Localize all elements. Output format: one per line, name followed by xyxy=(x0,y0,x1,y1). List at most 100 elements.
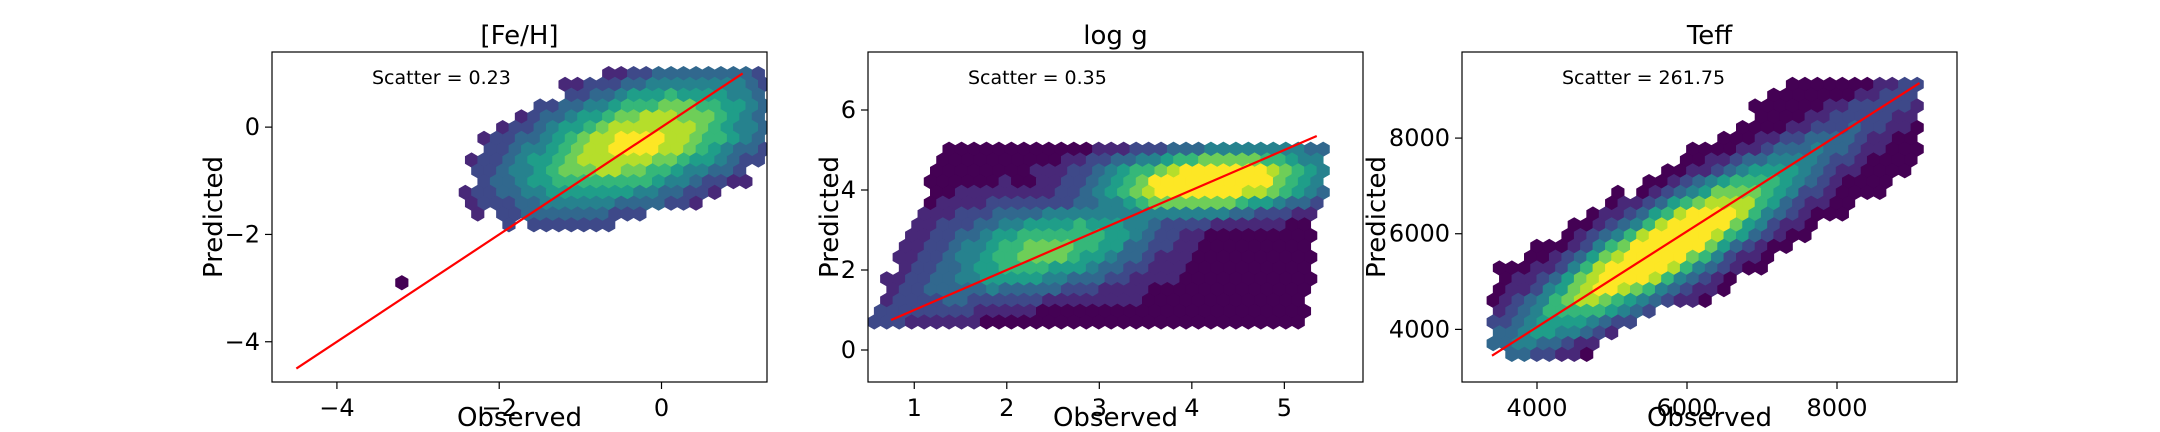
hexbin-cell xyxy=(1717,238,1731,254)
hexbin-cell xyxy=(936,303,950,319)
hexbin-cell xyxy=(714,174,728,190)
hexbin-cell xyxy=(986,260,1000,276)
hexbin-cell xyxy=(514,152,528,168)
hexbin-cell xyxy=(614,87,628,103)
hexbin-cell xyxy=(676,109,691,125)
hexbin-cell xyxy=(1654,174,1669,190)
hexbin-cell xyxy=(1229,249,1243,265)
hexbin-cell xyxy=(726,174,740,190)
hexbin-cell xyxy=(758,120,767,136)
hexbin-cell xyxy=(652,109,666,125)
hexbin-cell xyxy=(701,109,716,125)
hexbin-cell xyxy=(1198,282,1212,298)
hexbin-cell xyxy=(1561,336,1575,352)
hexbin-cell xyxy=(1216,249,1230,265)
hexbin-cell xyxy=(1754,238,1768,254)
hexbin-cell xyxy=(595,98,610,114)
hexbin-cell xyxy=(1661,184,1675,200)
hexbin-cell xyxy=(923,303,937,319)
hexbin-cell xyxy=(1673,206,1687,222)
hexbin-cell xyxy=(539,109,553,125)
hexbin-cell xyxy=(1866,152,1881,168)
hexbin-cell xyxy=(1617,260,1631,276)
hexbin-cell xyxy=(708,163,722,179)
hexbin-cell xyxy=(1241,206,1255,222)
hexbin-cell xyxy=(1648,292,1662,308)
hexbin-cell xyxy=(1260,217,1274,233)
feh-xlabel: Observed xyxy=(457,403,582,432)
hexbin-cell xyxy=(676,87,691,103)
hexbin-cell xyxy=(602,174,616,190)
hexbin-cell xyxy=(1835,206,1849,222)
hexbin-cell xyxy=(1524,314,1538,330)
hexbin-cell xyxy=(911,260,925,276)
hexbin-cell xyxy=(1142,292,1156,308)
hexbin-cell xyxy=(1654,195,1669,211)
hexbin-cell xyxy=(1216,141,1230,157)
logg-scatter-annotation: Scatter = 0.35 xyxy=(968,67,1107,89)
hexbin-cell xyxy=(1611,184,1625,200)
hexbin-cell xyxy=(1297,303,1312,319)
hexbin-cell xyxy=(923,238,937,254)
hexbin-cell xyxy=(1148,238,1162,254)
hexbin-cell xyxy=(1567,217,1581,233)
hexbin-cell xyxy=(1036,174,1050,190)
hexbin-cell xyxy=(1254,249,1268,265)
hexbin-cell xyxy=(1135,152,1149,168)
hexbin-cell xyxy=(1254,271,1268,287)
hexbin-cell xyxy=(608,76,622,92)
hexbin-cell xyxy=(708,141,722,157)
hexbin-cell xyxy=(1117,163,1131,179)
hexbin-cell xyxy=(1661,206,1675,222)
hexbin-cell xyxy=(1079,314,1093,330)
hexbin-cell xyxy=(1785,184,1800,200)
hexbin-cell xyxy=(1767,217,1781,233)
hexbin-cell xyxy=(1642,282,1656,298)
hexbin-cell xyxy=(1829,152,1843,168)
hexbin-cell xyxy=(1079,271,1093,287)
hexbin-cell xyxy=(979,163,994,179)
hexbin-cell xyxy=(533,120,547,136)
hexbin-cell xyxy=(1717,152,1731,168)
hexbin-cell xyxy=(720,98,734,114)
hexbin-cell xyxy=(1154,249,1168,265)
hexbin-cell xyxy=(923,282,937,298)
hexbin-cell xyxy=(1686,292,1700,308)
hexbin-cell xyxy=(954,271,969,287)
hexbin-cell xyxy=(1079,292,1093,308)
hexbin-cell xyxy=(1611,206,1625,222)
hexbin-cell xyxy=(1179,228,1193,244)
hexbin-cell xyxy=(527,195,541,211)
hexbin-cell xyxy=(1198,238,1212,254)
hexbin-cell xyxy=(1511,292,1525,308)
hexbin-cell xyxy=(1561,314,1575,330)
hexbin-cell xyxy=(1717,130,1731,146)
hexbin-cell xyxy=(1110,152,1124,168)
hexbin-cell xyxy=(552,130,566,146)
hexbin-cell xyxy=(570,120,585,136)
hexbin-cell xyxy=(1717,217,1731,233)
hexbin-cell xyxy=(1185,238,1199,254)
hexbin-cell xyxy=(1135,238,1149,254)
hexbin-cell xyxy=(1123,282,1137,298)
hexbin-cell xyxy=(1898,98,1912,114)
hexbin-cell xyxy=(1067,163,1081,179)
hexbin-cell xyxy=(1023,195,1037,211)
hexbin-cell xyxy=(620,120,634,136)
teff-xlabel: Observed xyxy=(1647,403,1772,432)
hexbin-cell xyxy=(1004,141,1018,157)
hexbin-cell xyxy=(973,152,987,168)
hexbin-cell xyxy=(1036,217,1050,233)
hexbin-cell xyxy=(967,141,981,157)
hexbin-cell xyxy=(1223,282,1237,298)
hexbin-cell xyxy=(1486,292,1500,308)
hexbin-cell xyxy=(942,141,956,157)
hexbin-cell xyxy=(527,174,541,190)
hexbin-cell xyxy=(1042,206,1056,222)
hexbin-cell xyxy=(577,217,591,233)
hexbin-cell xyxy=(992,141,1006,157)
hexbin-cell xyxy=(1023,282,1037,298)
hexbin-cell xyxy=(664,152,678,168)
teff-frame xyxy=(1461,51,1958,383)
hexbin-cell xyxy=(1729,238,1743,254)
